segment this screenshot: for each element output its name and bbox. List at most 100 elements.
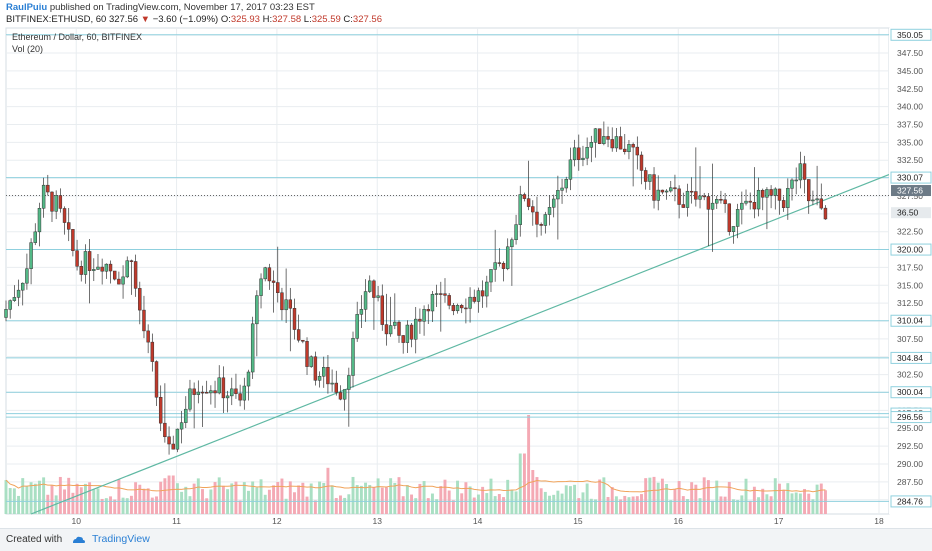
- volume-bar: [481, 486, 485, 514]
- candle-body: [347, 375, 351, 390]
- candle-body: [255, 295, 259, 325]
- volume-bar: [506, 479, 510, 514]
- volume-bar: [393, 482, 397, 514]
- volume-bar: [58, 476, 62, 514]
- level-badge: [890, 171, 932, 184]
- volume-bar: [823, 490, 827, 514]
- volume-bar: [368, 484, 372, 514]
- candle-body: [100, 266, 104, 272]
- price-tick-label: 292.50: [897, 441, 923, 451]
- footer-bar: Created with TradingView: [0, 528, 932, 551]
- volume-bar: [627, 497, 631, 514]
- volume-bar: [397, 477, 401, 514]
- volume-bar: [180, 491, 184, 514]
- candle-body: [338, 392, 343, 400]
- volume-bar: [422, 481, 426, 514]
- volume-bar: [426, 498, 430, 514]
- candle-body: [313, 356, 318, 381]
- volume-bar: [159, 481, 163, 514]
- close-label: C:: [343, 14, 353, 25]
- price-badge-label: 327.56: [897, 186, 923, 196]
- price-tick-label: 295.00: [897, 423, 923, 433]
- level-badge: [890, 243, 932, 256]
- candle-body: [263, 267, 267, 280]
- volume-bar: [184, 486, 188, 514]
- volume-bar: [723, 496, 727, 514]
- volume-bar: [318, 481, 322, 514]
- candle-body: [581, 157, 585, 160]
- volume-bar: [150, 497, 154, 514]
- volume-bar: [380, 487, 384, 514]
- candle-body: [539, 224, 543, 226]
- created-with-label: Created with: [6, 534, 63, 545]
- candle-body: [33, 231, 37, 243]
- volume-bar: [230, 483, 234, 514]
- candle-body: [819, 198, 823, 209]
- volume-bar: [681, 496, 685, 514]
- candle-body: [397, 321, 401, 336]
- volume-bar: [309, 483, 313, 514]
- volume-bar: [104, 498, 108, 514]
- candle-body: [8, 300, 12, 310]
- candle-body: [765, 189, 769, 198]
- volume-bar: [702, 477, 706, 514]
- volume-bar: [439, 486, 443, 514]
- candle-body: [443, 293, 447, 296]
- volume-bar: [435, 499, 439, 514]
- volume-bar: [535, 477, 539, 514]
- price-tick-label: 290.00: [897, 459, 923, 469]
- candle-body: [301, 339, 305, 342]
- price-axis: 285.00287.50290.00292.50295.00297.50300.…: [889, 28, 932, 514]
- volume-bar: [468, 486, 472, 514]
- volume-bar: [790, 493, 794, 514]
- candle-body: [393, 321, 397, 326]
- candle-body: [225, 395, 230, 399]
- tradingview-brand[interactable]: TradingView: [92, 533, 150, 545]
- candle-body: [476, 290, 481, 302]
- volume-bar: [67, 477, 71, 514]
- candle-body: [547, 207, 552, 215]
- candle-body: [133, 261, 138, 289]
- candle-body: [526, 198, 531, 207]
- volume-bar: [686, 499, 689, 514]
- candle-body: [221, 377, 226, 399]
- volume-bar: [594, 499, 597, 514]
- candle-body: [518, 194, 522, 225]
- author-link[interactable]: RaulPuiu: [6, 2, 48, 13]
- level-badge: [890, 495, 932, 508]
- symbol-quote-line: BITFINEX:ETHUSD, 60 327.56 ▼ −3.60 (−1.0…: [6, 14, 382, 25]
- candle-body: [330, 382, 334, 385]
- price-tick-label: 347.50: [897, 48, 923, 58]
- candle-body: [802, 163, 807, 180]
- time-tick-label: 18: [874, 516, 884, 526]
- volume-bar: [37, 480, 41, 514]
- volume-bar: [769, 496, 773, 514]
- candle-body: [648, 174, 652, 182]
- volume-bar: [372, 486, 376, 514]
- volume-bar: [782, 489, 786, 514]
- price-tick-label: 342.50: [897, 84, 923, 94]
- price-tick-label: 315.00: [897, 280, 923, 290]
- level-badge-label: 284.76: [897, 496, 923, 506]
- volume-bar: [71, 492, 75, 514]
- price-tick-label: 345.00: [897, 66, 923, 76]
- candle-body: [560, 187, 564, 191]
- candle-body: [769, 189, 773, 196]
- price-badge: [891, 207, 931, 219]
- time-tick-label: 13: [373, 516, 383, 526]
- volume-bar: [815, 484, 819, 514]
- volume-bar: [334, 498, 338, 514]
- volume-bar: [29, 482, 33, 514]
- candle-body: [196, 391, 201, 395]
- volume-indicator-label: Vol (20): [12, 44, 43, 54]
- candle-body: [213, 390, 217, 394]
- volume-bar: [297, 485, 301, 514]
- volume-bar: [322, 482, 326, 514]
- candle-body: [246, 371, 251, 387]
- volume-bar: [134, 482, 138, 514]
- level-badge-label: 300.04: [897, 387, 923, 397]
- candle-body: [16, 289, 21, 298]
- candle-body: [510, 239, 514, 248]
- price-chart[interactable]: 285.00287.50290.00292.50295.00297.50300.…: [0, 0, 932, 528]
- candle-body: [815, 198, 819, 201]
